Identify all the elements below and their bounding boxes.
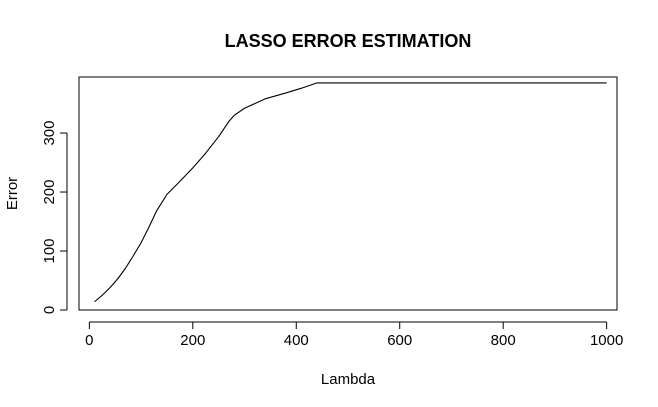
x-tick-label: 800	[491, 332, 516, 349]
plot-area-frame	[78, 76, 618, 311]
x-tick-label: 400	[284, 332, 309, 349]
y-tick-label: 300	[41, 121, 58, 146]
x-tick-label: 600	[387, 332, 412, 349]
x-tick-label: 200	[180, 332, 205, 349]
chart-title: LASSO ERROR ESTIMATION	[225, 31, 472, 51]
series-line	[94, 82, 607, 303]
y-tick-label: 0	[41, 306, 58, 314]
x-axis: 0 200 400 600 800 1000	[85, 321, 623, 349]
y-tick-label: 100	[41, 238, 58, 263]
series-layer	[94, 82, 607, 303]
y-axis: 0 100 200 300	[41, 121, 68, 314]
x-tick-label: 0	[85, 332, 93, 349]
y-tick-label: 200	[41, 180, 58, 205]
x-axis-label: Lambda	[321, 371, 376, 388]
y-axis-label: Error	[4, 177, 21, 210]
x-tick-label: 1000	[590, 332, 623, 349]
